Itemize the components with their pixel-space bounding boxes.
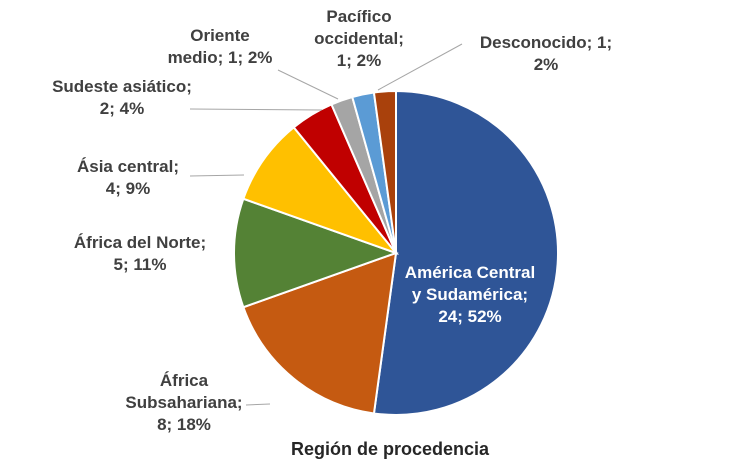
data-label: Pacífico occidental; 1; 2%: [314, 7, 404, 70]
data-label: Desconocido; 1; 2%: [480, 33, 612, 74]
data-label-line: Oriente: [190, 26, 250, 45]
data-label-line: 4; 9%: [106, 179, 150, 198]
data-label: África Subsahariana; 8; 18%: [125, 371, 242, 434]
leader-line: [189, 108, 323, 111]
data-label-line: 5; 11%: [114, 255, 167, 274]
leader-line: [377, 43, 463, 91]
data-label-line: medio; 1; 2%: [168, 48, 273, 67]
data-label-line: Desconocido; 1;: [480, 33, 612, 52]
pie-slices: [233, 89, 559, 416]
data-label-line: Sudeste asiático;: [52, 77, 192, 96]
data-label-line: 1; 2%: [337, 51, 381, 70]
data-label: Oriente medio; 1; 2%: [168, 26, 273, 67]
data-label-line: 8; 18%: [157, 415, 211, 434]
data-label: Sudeste asiático; 2; 4%: [52, 77, 192, 118]
pie-slice-africa-subsahariana: [242, 251, 398, 415]
data-label: Ásia central; 4; 9%: [77, 157, 179, 198]
data-label: África del Norte; 5; 11%: [74, 233, 206, 274]
data-label-line: 2; 4%: [100, 99, 144, 118]
leader-line: [189, 174, 245, 177]
chart-xlabel: Región de procedencia: [291, 439, 490, 459]
data-label-line: América Central: [405, 263, 535, 282]
leader-line: [277, 69, 339, 100]
data-label-line: Ásia central;: [77, 157, 179, 176]
data-label-line: 24; 52%: [438, 307, 501, 326]
data-labels: América Central y Sudamérica; 24; 52% Áfric…: [52, 7, 612, 434]
data-label-line: Pacífico: [326, 7, 391, 26]
leader-lines: [189, 43, 463, 406]
leader-line: [245, 403, 271, 406]
data-label-line: Subsahariana;: [125, 393, 242, 412]
pie-slice-america-central-y-sudamerica: [372, 89, 559, 416]
data-label-line: 2%: [534, 55, 559, 74]
data-label-line: África del Norte;: [74, 233, 206, 252]
data-label-line: África: [160, 371, 209, 390]
data-label-line: y Sudamérica;: [412, 285, 528, 304]
pie-slice-africa-del-norte: [233, 197, 399, 309]
pie-slice-asia-central: [242, 125, 400, 256]
pie-slice-desconocido: [372, 89, 397, 254]
data-label-line: occidental;: [314, 29, 404, 48]
data-label: América Central y Sudamérica; 24; 52%: [405, 263, 535, 326]
